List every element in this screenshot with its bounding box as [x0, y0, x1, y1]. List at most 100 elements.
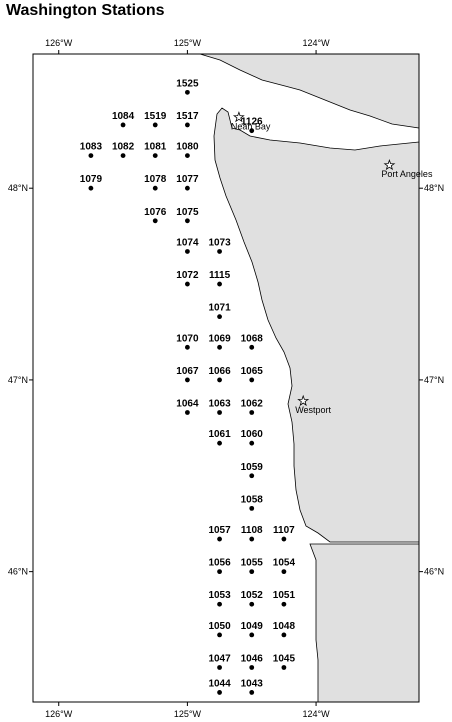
station-label: 1517: [176, 111, 199, 122]
station-dot: [152, 185, 158, 191]
station-dot: [120, 122, 126, 128]
station-dot: [217, 249, 222, 254]
station-dot: [249, 344, 255, 350]
station-label: 1048: [273, 621, 296, 632]
station-label: 1126: [241, 117, 263, 128]
station-label: 1074: [176, 237, 199, 248]
station-label: 1064: [176, 399, 199, 410]
station-dot: [249, 665, 255, 670]
station-label: 1077: [176, 174, 199, 185]
place-star-marker: [297, 394, 310, 407]
land-layer: [199, 53, 420, 703]
station-dot: [281, 569, 287, 575]
station-label: 1082: [112, 142, 135, 153]
bottom-tick-label: 125°W: [174, 709, 202, 719]
station-label: 1107: [273, 525, 295, 536]
station-label: 1519: [144, 111, 167, 122]
station-dot: [185, 410, 190, 415]
station-dot: [217, 281, 222, 287]
station-label: 1055: [241, 558, 264, 569]
station-dot: [217, 377, 222, 383]
place-label: Port Angeles: [381, 169, 433, 179]
station-dot: [217, 665, 222, 670]
axis-ticks: 126°W 125°W 124°W 126°W 125°W 124°W 48°N 47°N 46…: [8, 38, 444, 719]
station-label: 1076: [144, 207, 167, 218]
station-dot: [249, 410, 255, 415]
station-dot: [217, 690, 222, 695]
station-label: 1083: [80, 142, 103, 153]
right-tick-label: 48°N: [424, 183, 444, 193]
station-label: 1059: [241, 462, 264, 473]
station-dot: [120, 153, 126, 159]
top-tick-label: 125°W: [174, 38, 202, 48]
station-label: 1069: [208, 333, 231, 344]
top-tick-label: 126°W: [45, 38, 73, 48]
station-dot: [249, 632, 255, 638]
station-dot: [281, 536, 287, 542]
station-label: 1062: [241, 399, 264, 410]
station-dot: [281, 601, 287, 607]
station-label: 1108: [241, 525, 263, 536]
station-label: 1051: [273, 590, 296, 601]
bottom-tick-label: 124°W: [303, 709, 331, 719]
station-label: 1056: [208, 558, 231, 569]
station-dot: [185, 281, 190, 287]
place-star-marker: [383, 158, 396, 171]
station-dot: [88, 153, 94, 159]
station-dot: [217, 314, 222, 320]
left-tick-label: 46°N: [8, 567, 28, 577]
station-label: 1063: [208, 399, 231, 410]
station-label: 1054: [273, 558, 296, 569]
land-washington: [213, 107, 420, 543]
right-tick-label: 46°N: [424, 567, 444, 577]
station-label: 1065: [241, 366, 264, 377]
place-label: Neah Bay: [231, 121, 271, 131]
station-label: 1081: [144, 142, 167, 153]
station-dot: [185, 218, 190, 224]
page-title: Washington Stations: [6, 2, 165, 19]
station-label: 1050: [208, 621, 231, 632]
station-dot: [281, 632, 287, 638]
map-frame: [32, 53, 420, 703]
station-dot: [217, 440, 222, 446]
station-markers: 1525 1084 1519 1517 1126 1083 1082 1081 1080 1079…: [80, 78, 296, 695]
top-tick-label: 124°W: [303, 38, 331, 48]
station-label: 1075: [176, 207, 199, 218]
left-tick-label: 48°N: [8, 183, 28, 193]
station-label: 1049: [241, 621, 264, 632]
station-dot: [249, 505, 255, 511]
station-dot: [249, 128, 255, 134]
station-dot: [217, 569, 222, 575]
station-label: 1067: [176, 366, 199, 377]
station-label: 1066: [208, 366, 231, 377]
station-dot: [249, 440, 255, 446]
station-label: 1047: [208, 653, 231, 664]
land-oregon: [309, 543, 420, 703]
station-label: 1072: [176, 270, 199, 281]
station-dot: [249, 569, 255, 575]
station-dot: [185, 89, 190, 95]
station-dot: [249, 690, 255, 695]
station-label: 1084: [112, 111, 135, 122]
station-dot: [281, 665, 287, 670]
station-label: 1525: [176, 78, 199, 89]
station-dot: [249, 601, 255, 607]
station-dot: [88, 185, 94, 191]
station-label: 1115: [209, 270, 231, 281]
map-border: [32, 53, 420, 703]
station-label: 1052: [241, 590, 264, 601]
station-dot: [152, 122, 158, 128]
station-label: 1044: [208, 678, 231, 689]
station-label: 1079: [80, 174, 103, 185]
station-label: 1043: [241, 678, 264, 689]
place-labels: Neah Bay Port Angeles Westport: [231, 111, 433, 415]
station-label: 1080: [176, 142, 199, 153]
station-label: 1061: [208, 429, 231, 440]
station-dot: [217, 536, 222, 542]
station-dot: [217, 632, 222, 638]
right-tick-label: 47°N: [424, 375, 444, 385]
station-label: 1058: [241, 494, 264, 505]
station-dot: [185, 185, 190, 191]
station-dot: [217, 410, 222, 415]
